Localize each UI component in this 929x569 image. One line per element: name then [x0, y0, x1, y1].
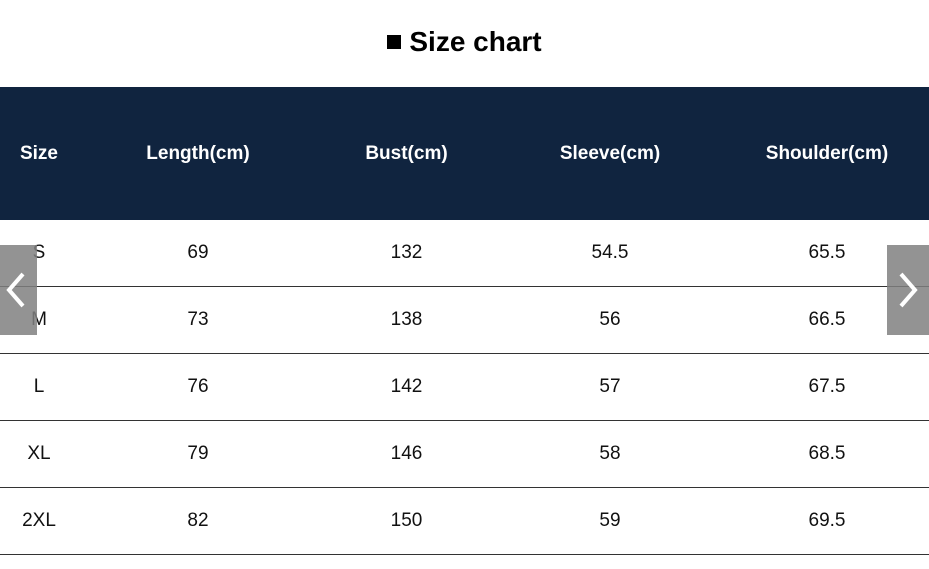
cell-bust: 138 — [318, 286, 495, 354]
cell-length: 79 — [78, 420, 318, 488]
cell-bust: 142 — [318, 353, 495, 421]
cell-sleeve: 54.5 — [495, 220, 725, 287]
page-title: Size chart — [0, 24, 929, 60]
table-header-row: Size Length(cm) Bust(cm) Sleeve(cm) Shou… — [0, 87, 929, 220]
cell-sleeve: 57 — [495, 353, 725, 421]
header-length: Length(cm) — [78, 87, 318, 220]
chevron-left-icon — [6, 272, 25, 308]
table-row: 2XL 82 150 59 69.5 — [0, 487, 929, 555]
cell-size: L — [0, 353, 78, 421]
cell-length: 76 — [78, 353, 318, 421]
header-bust: Bust(cm) — [318, 87, 495, 220]
cell-sleeve: 56 — [495, 286, 725, 354]
cell-size: 2XL — [0, 487, 78, 555]
cell-size: XL — [0, 420, 78, 488]
cell-length: 82 — [78, 487, 318, 555]
cell-length: 69 — [78, 220, 318, 287]
cell-shoulder: 69.5 — [725, 487, 929, 555]
header-sleeve: Sleeve(cm) — [495, 87, 725, 220]
prev-image-button[interactable] — [0, 245, 37, 335]
table-row: XL 79 146 58 68.5 — [0, 420, 929, 488]
size-table: Size Length(cm) Bust(cm) Sleeve(cm) Shou… — [0, 87, 929, 555]
title-text: Size chart — [409, 26, 542, 57]
table-row: M 73 138 56 66.5 — [0, 286, 929, 354]
header-shoulder: Shoulder(cm) — [725, 87, 929, 220]
cell-shoulder: 67.5 — [725, 353, 929, 421]
cell-bust: 150 — [318, 487, 495, 555]
cell-sleeve: 58 — [495, 420, 725, 488]
cell-shoulder: 68.5 — [725, 420, 929, 488]
square-bullet-icon — [387, 34, 402, 49]
cell-bust: 146 — [318, 420, 495, 488]
table-row: L 76 142 57 67.5 — [0, 353, 929, 421]
cell-length: 73 — [78, 286, 318, 354]
next-image-button[interactable] — [887, 245, 929, 335]
cell-bust: 132 — [318, 220, 495, 287]
header-size: Size — [0, 87, 78, 220]
chevron-right-icon — [899, 272, 918, 308]
table-row: S 69 132 54.5 65.5 — [0, 220, 929, 287]
cell-sleeve: 59 — [495, 487, 725, 555]
